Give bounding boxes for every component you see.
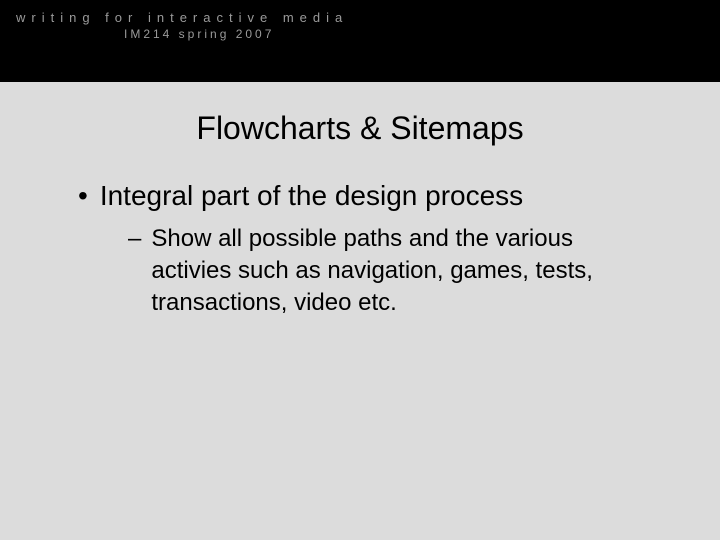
- header-course-name: writing for interactive media: [16, 10, 720, 25]
- header-course-code: IM214 spring 2007: [124, 27, 720, 41]
- bullet-marker: –: [128, 223, 141, 255]
- bullet-text: Show all possible paths and the various …: [151, 223, 620, 319]
- bullet-text: Integral part of the design process: [100, 179, 523, 213]
- slide-title: Flowcharts & Sitemaps: [40, 110, 680, 147]
- bullet-level-1: • Integral part of the design process: [78, 179, 680, 213]
- bullet-level-2: – Show all possible paths and the variou…: [128, 223, 620, 319]
- bullet-marker: •: [78, 179, 88, 213]
- header-band: writing for interactive media IM214 spri…: [0, 0, 720, 82]
- slide-content: Flowcharts & Sitemaps • Integral part of…: [0, 82, 720, 319]
